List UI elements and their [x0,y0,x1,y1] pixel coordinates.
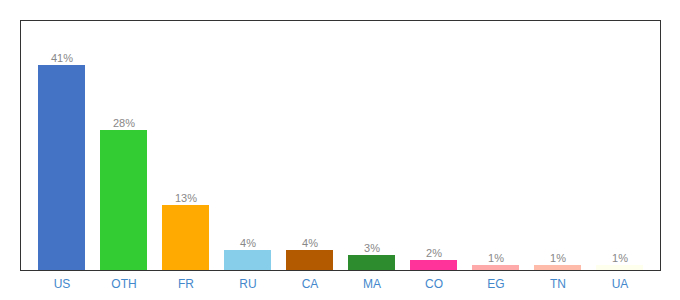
svg-text:4%: 4% [240,237,256,249]
svg-text:FR: FR [178,277,194,291]
svg-text:TN: TN [550,277,566,291]
svg-text:UA: UA [612,277,629,291]
svg-text:MA: MA [363,277,381,291]
svg-text:CO: CO [425,277,443,291]
svg-text:13%: 13% [175,192,197,204]
svg-text:28%: 28% [113,117,135,129]
svg-text:41%: 41% [51,52,73,64]
svg-text:OTH: OTH [111,277,136,291]
svg-text:1%: 1% [550,252,566,264]
svg-text:2%: 2% [426,247,442,259]
svg-text:1%: 1% [488,252,504,264]
svg-text:US: US [54,277,71,291]
svg-text:3%: 3% [364,242,380,254]
svg-text:RU: RU [239,277,256,291]
svg-text:EG: EG [487,277,504,291]
svg-text:CA: CA [302,277,319,291]
svg-text:4%: 4% [302,237,318,249]
svg-text:1%: 1% [612,252,628,264]
